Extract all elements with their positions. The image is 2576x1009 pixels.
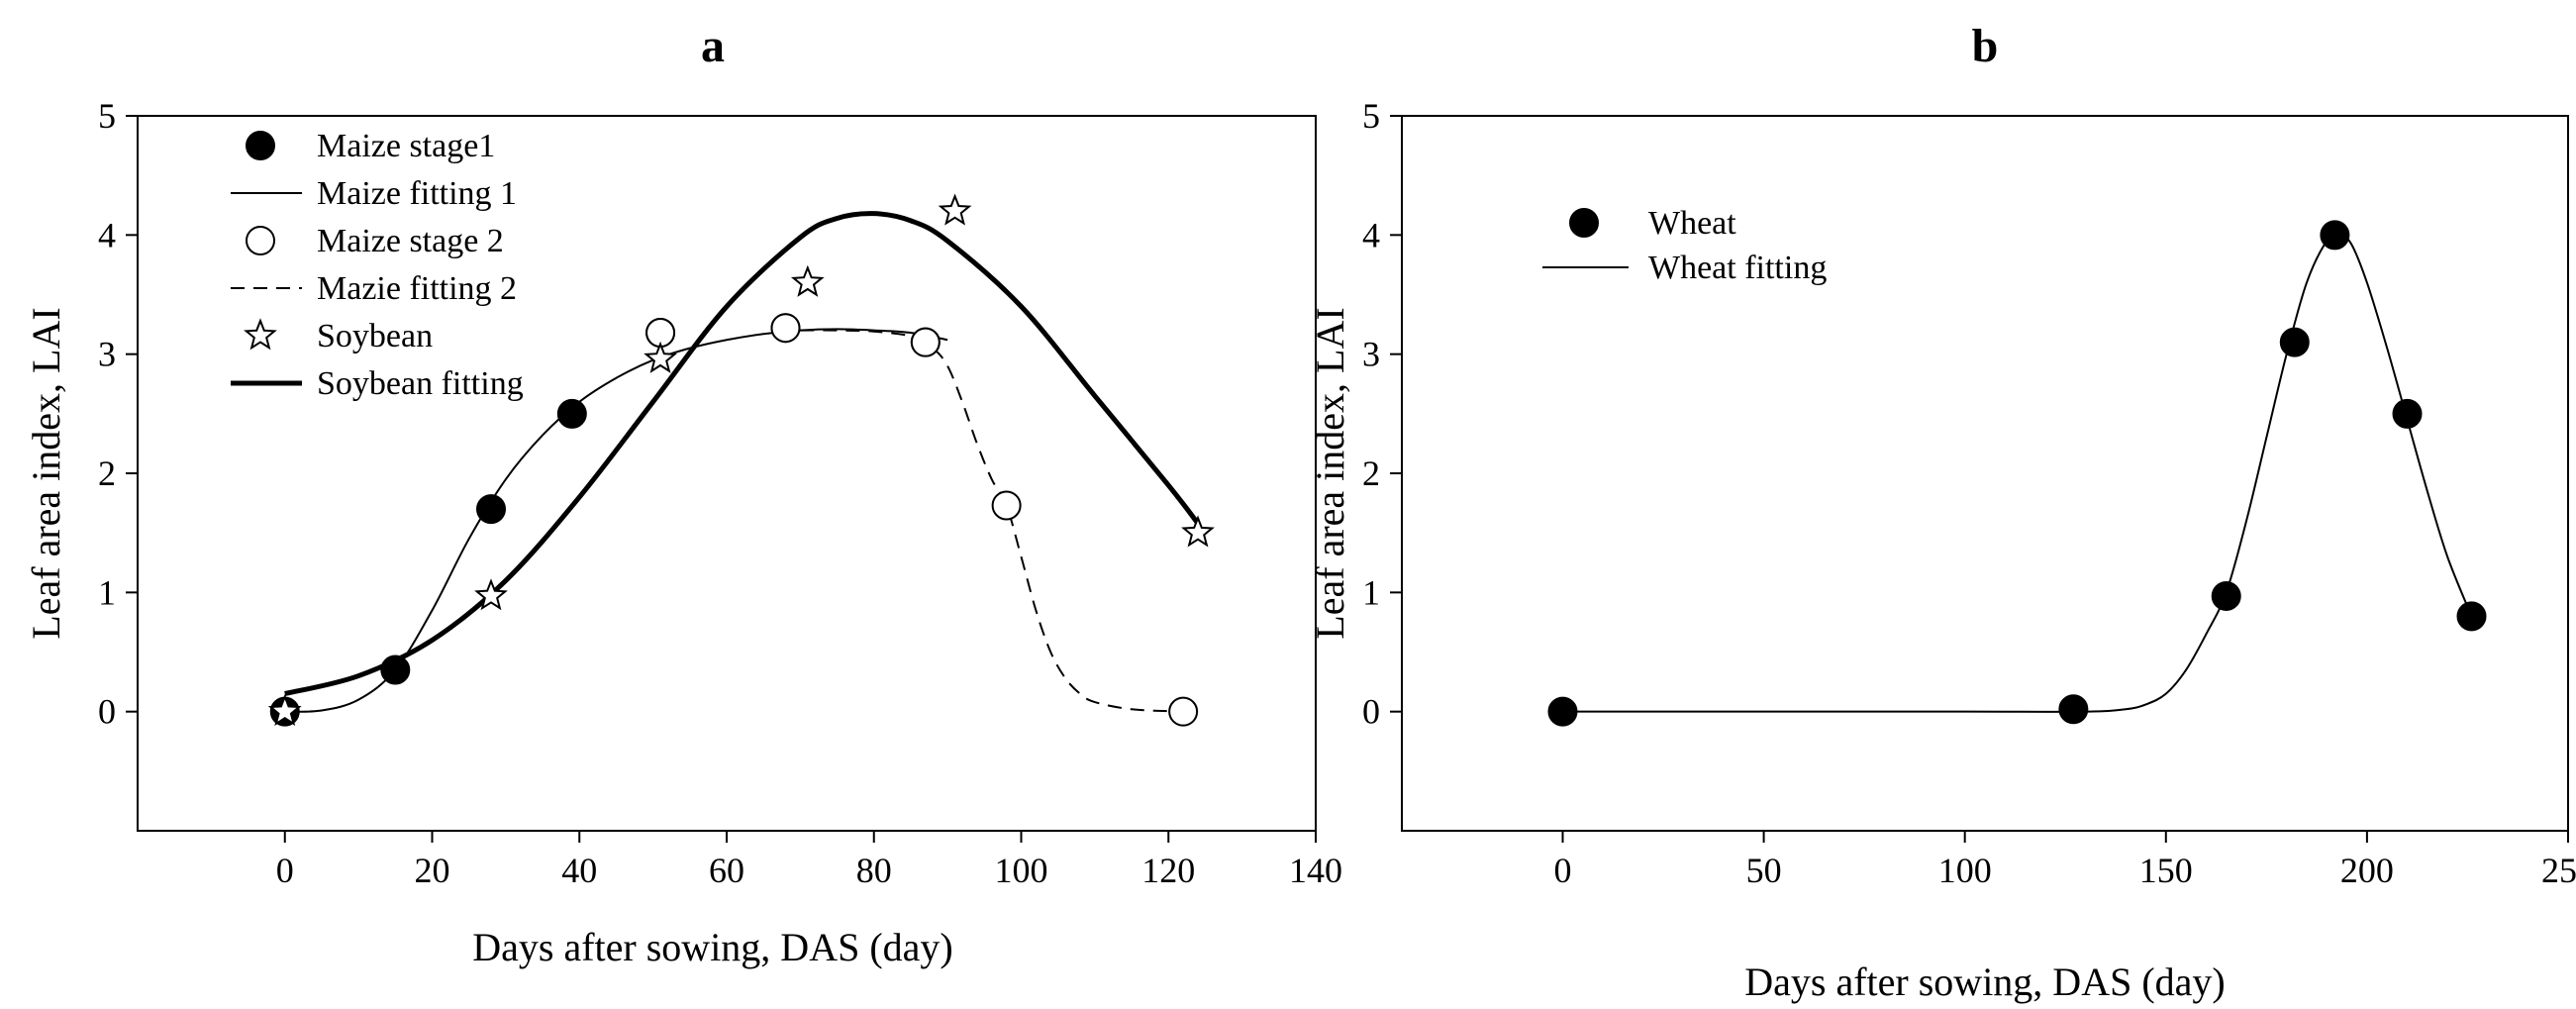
legend-label: Maize stage1 xyxy=(317,128,495,164)
panel-a-x-axis: 0 20 40 60 80 100 120 140 xyxy=(276,831,1342,890)
data-point-soybean xyxy=(1181,515,1215,548)
legend-symbol xyxy=(246,131,275,160)
panel-b: b 0 1 2 3 4 5 0 50 100 150 200 250 Days after sowi… xyxy=(1308,20,2576,1004)
data-point-wheat xyxy=(2279,327,2310,357)
panel-b-label: b xyxy=(1972,20,1999,72)
data-point-wheat xyxy=(2392,398,2423,429)
x-tick-label: 100 xyxy=(1938,851,1992,890)
series-line-wheat-fitting xyxy=(1562,233,2473,713)
legend-label: Wheat fitting xyxy=(1648,250,1827,286)
data-point-wheat xyxy=(2058,694,2089,725)
data-point-soybean xyxy=(790,264,825,297)
y-tick-label: 4 xyxy=(1362,215,1380,254)
legend-label: Maize stage 2 xyxy=(317,223,504,259)
y-tick-label: 0 xyxy=(98,692,116,732)
panel-b-marks xyxy=(1547,220,2487,727)
legend-label: Soybean xyxy=(317,318,433,354)
data-point-maize-stage1 xyxy=(380,655,411,685)
x-tick-label: 150 xyxy=(2139,851,2193,890)
x-tick-label: 40 xyxy=(561,851,597,890)
data-point-maize-stage-2 xyxy=(1168,696,1199,727)
series-line-soybean-fitting xyxy=(284,211,1200,697)
panel-a-frame xyxy=(137,115,1317,832)
data-point-maize-stage1 xyxy=(556,398,587,429)
y-tick-label: 1 xyxy=(1362,572,1380,612)
data-point-soybean xyxy=(938,193,972,226)
panel-a-legend: Maize stage1 Maize fitting 1 Maize stage 2… xyxy=(231,128,524,402)
panel-a-label: a xyxy=(701,20,725,72)
data-point-soybean xyxy=(474,578,508,611)
x-tick-label: 50 xyxy=(1746,851,1782,890)
data-point-wheat xyxy=(2211,580,2241,611)
data-point-maize-stage-2 xyxy=(770,313,801,344)
x-tick-label: 200 xyxy=(2340,851,2394,890)
legend-symbol xyxy=(244,318,277,351)
data-point-maize-stage-2 xyxy=(991,490,1022,521)
y-tick-label: 5 xyxy=(1362,96,1380,136)
panel-b-y-axis: 0 1 2 3 4 5 xyxy=(1362,96,1402,732)
panel-b-x-axis: 0 50 100 150 200 250 xyxy=(1553,831,2576,890)
legend-label: Wheat xyxy=(1648,205,1736,242)
data-point-wheat xyxy=(1547,696,1578,727)
y-tick-label: 1 xyxy=(98,572,116,612)
panel-b-x-axis-title: Days after sowing, DAS (day) xyxy=(1744,959,2225,1004)
legend-label: Maize fitting 1 xyxy=(317,175,517,212)
y-tick-label: 0 xyxy=(1362,692,1380,732)
data-point-soybean xyxy=(644,341,677,373)
panel-a-x-axis-title: Days after sowing, DAS (day) xyxy=(472,925,952,969)
x-tick-label: 20 xyxy=(415,851,450,890)
x-tick-label: 80 xyxy=(856,851,892,890)
legend-label: Soybean fitting xyxy=(317,365,524,402)
series-line-mazie-fitting-2 xyxy=(800,329,1184,713)
x-tick-label: 140 xyxy=(1289,851,1342,890)
panel-a-y-axis-title: Leaf area index, LAI xyxy=(24,307,68,639)
x-tick-label: 100 xyxy=(995,851,1048,890)
panel-a-marks xyxy=(267,193,1215,727)
y-tick-label: 3 xyxy=(98,335,116,374)
x-tick-label: 250 xyxy=(2541,851,2576,890)
data-point-soybean xyxy=(267,693,302,727)
panel-a-y-axis: 0 1 2 3 4 5 xyxy=(98,96,138,732)
legend-symbol xyxy=(1569,208,1599,238)
legend-symbol xyxy=(246,226,275,255)
data-point-maize-stage-2 xyxy=(910,327,941,357)
y-tick-label: 4 xyxy=(98,215,116,254)
data-point-wheat xyxy=(2320,220,2350,251)
x-tick-label: 0 xyxy=(276,851,294,890)
y-tick-label: 5 xyxy=(98,96,116,136)
panel-b-y-axis-title: Leaf area index, LAI xyxy=(1308,307,1352,639)
panel-a: a 0 1 2 3 4 5 0 20 40 60 80 100 120 140 Days after s… xyxy=(24,20,1342,969)
panel-b-legend: Wheat Wheat fitting xyxy=(1542,205,1827,286)
legend-label: Mazie fitting 2 xyxy=(317,270,517,307)
x-tick-label: 0 xyxy=(1553,851,1571,890)
y-tick-label: 2 xyxy=(98,454,116,493)
y-tick-label: 2 xyxy=(1362,454,1380,493)
y-tick-label: 3 xyxy=(1362,335,1380,374)
data-point-maize-stage1 xyxy=(476,494,506,525)
x-tick-label: 120 xyxy=(1141,851,1195,890)
x-tick-label: 60 xyxy=(709,851,744,890)
data-point-wheat xyxy=(2456,601,2487,632)
